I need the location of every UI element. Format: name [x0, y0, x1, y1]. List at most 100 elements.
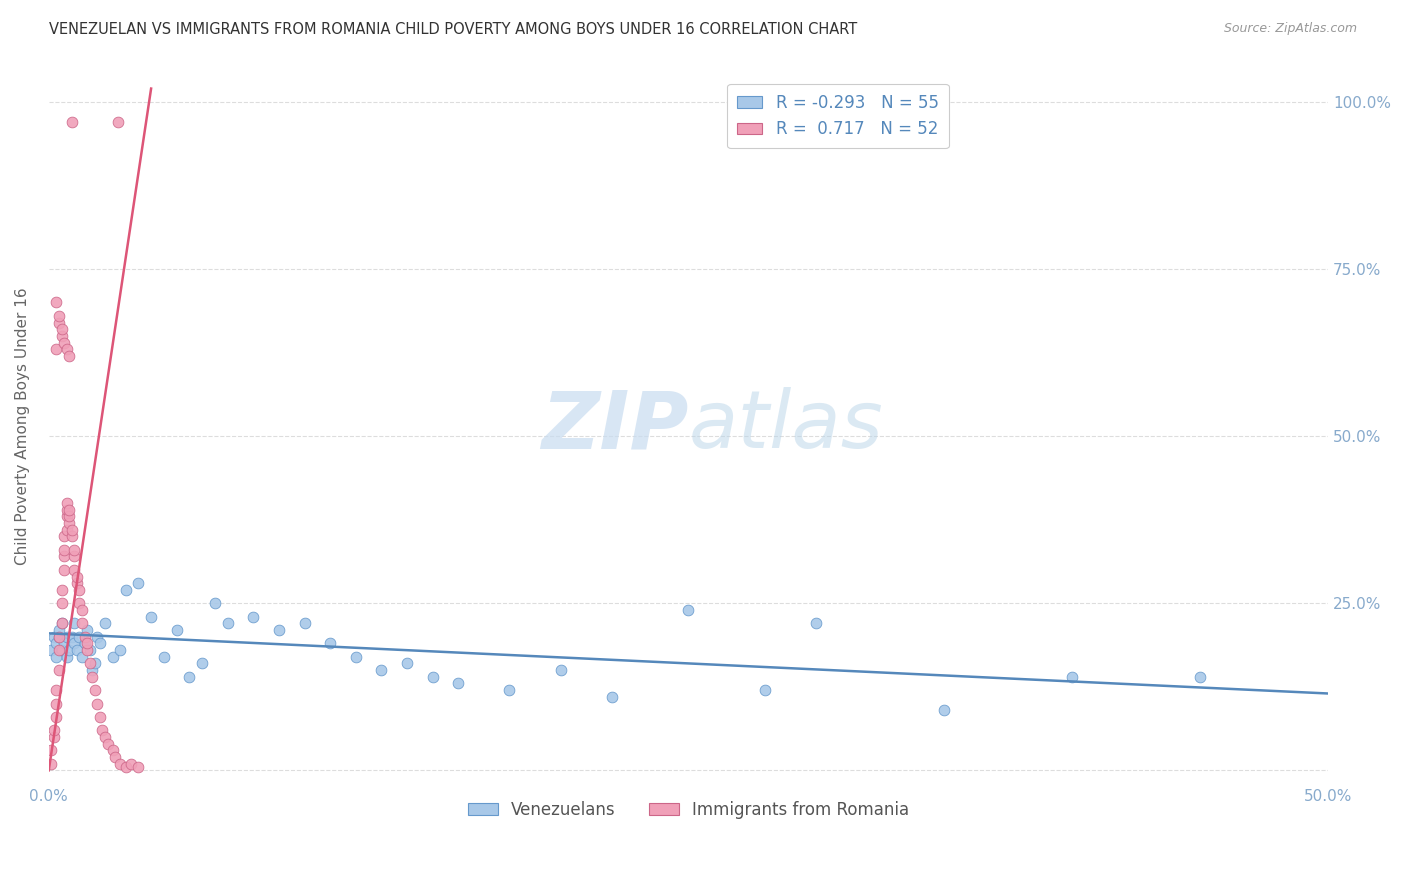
Point: [344, 649, 367, 664]
Point: [120, 756, 142, 771]
Point: [58, 349, 80, 363]
Point: [101, 649, 124, 664]
Point: [66, 576, 89, 591]
Point: [242, 609, 264, 624]
Point: [294, 616, 316, 631]
Point: [166, 623, 188, 637]
Point: [76, 636, 98, 650]
Text: atlas: atlas: [689, 387, 883, 465]
Point: [110, 756, 132, 771]
Point: [39, 743, 62, 757]
Point: [191, 657, 214, 671]
Point: [53, 549, 76, 564]
Point: [69, 630, 91, 644]
Point: [45, 697, 67, 711]
Point: [55, 649, 77, 664]
Point: [58, 509, 80, 524]
Point: [60, 115, 83, 129]
Legend: Venezuelans, Immigrants from Romania: Venezuelans, Immigrants from Romania: [461, 794, 915, 825]
Point: [76, 643, 98, 657]
Point: [91, 723, 114, 738]
Point: [82, 670, 104, 684]
Point: [51, 582, 73, 597]
Point: [55, 509, 77, 524]
Point: [153, 649, 176, 664]
Point: [63, 636, 86, 650]
Point: [51, 643, 73, 657]
Point: [39, 643, 62, 657]
Text: VENEZUELAN VS IMMIGRANTS FROM ROMANIA CHILD POVERTY AMONG BOYS UNDER 16 CORRELAT: VENEZUELAN VS IMMIGRANTS FROM ROMANIA CH…: [49, 22, 858, 37]
Point: [58, 516, 80, 530]
Point: [678, 603, 700, 617]
Point: [63, 542, 86, 557]
Point: [79, 657, 101, 671]
Point: [58, 643, 80, 657]
Point: [204, 596, 226, 610]
Point: [73, 630, 96, 644]
Point: [114, 760, 136, 774]
Point: [267, 623, 290, 637]
Point: [48, 630, 70, 644]
Text: Source: ZipAtlas.com: Source: ZipAtlas.com: [1223, 22, 1357, 36]
Point: [934, 703, 956, 717]
Point: [45, 649, 67, 664]
Point: [550, 663, 572, 677]
Point: [51, 322, 73, 336]
Point: [39, 756, 62, 771]
Point: [45, 343, 67, 357]
Point: [127, 576, 149, 591]
Point: [69, 582, 91, 597]
Y-axis label: Child Poverty Among Boys Under 16: Child Poverty Among Boys Under 16: [15, 287, 30, 565]
Point: [51, 616, 73, 631]
Point: [89, 710, 111, 724]
Point: [447, 676, 470, 690]
Point: [83, 657, 105, 671]
Point: [79, 643, 101, 657]
Point: [86, 697, 108, 711]
Point: [70, 616, 93, 631]
Point: [53, 542, 76, 557]
Point: [53, 563, 76, 577]
Point: [139, 609, 162, 624]
Point: [48, 663, 70, 677]
Point: [48, 643, 70, 657]
Point: [1189, 670, 1212, 684]
Point: [94, 730, 117, 744]
Point: [86, 630, 108, 644]
Point: [66, 569, 89, 583]
Point: [104, 750, 127, 764]
Point: [55, 496, 77, 510]
Point: [58, 502, 80, 516]
Point: [806, 616, 828, 631]
Point: [45, 636, 67, 650]
Point: [48, 623, 70, 637]
Point: [127, 760, 149, 774]
Point: [107, 115, 129, 129]
Point: [63, 616, 86, 631]
Point: [42, 723, 65, 738]
Point: [55, 343, 77, 357]
Point: [48, 309, 70, 323]
Point: [319, 636, 342, 650]
Point: [42, 730, 65, 744]
Point: [60, 523, 83, 537]
Point: [51, 596, 73, 610]
Point: [1062, 670, 1084, 684]
Point: [48, 316, 70, 330]
Point: [51, 616, 73, 631]
Point: [60, 630, 83, 644]
Point: [94, 616, 117, 631]
Point: [66, 643, 89, 657]
Point: [45, 683, 67, 698]
Point: [76, 623, 98, 637]
Point: [110, 643, 132, 657]
Point: [45, 710, 67, 724]
Point: [60, 529, 83, 543]
Point: [42, 630, 65, 644]
Point: [217, 616, 239, 631]
Point: [48, 630, 70, 644]
Point: [97, 737, 120, 751]
Point: [179, 670, 201, 684]
Point: [498, 683, 520, 698]
Point: [53, 636, 76, 650]
